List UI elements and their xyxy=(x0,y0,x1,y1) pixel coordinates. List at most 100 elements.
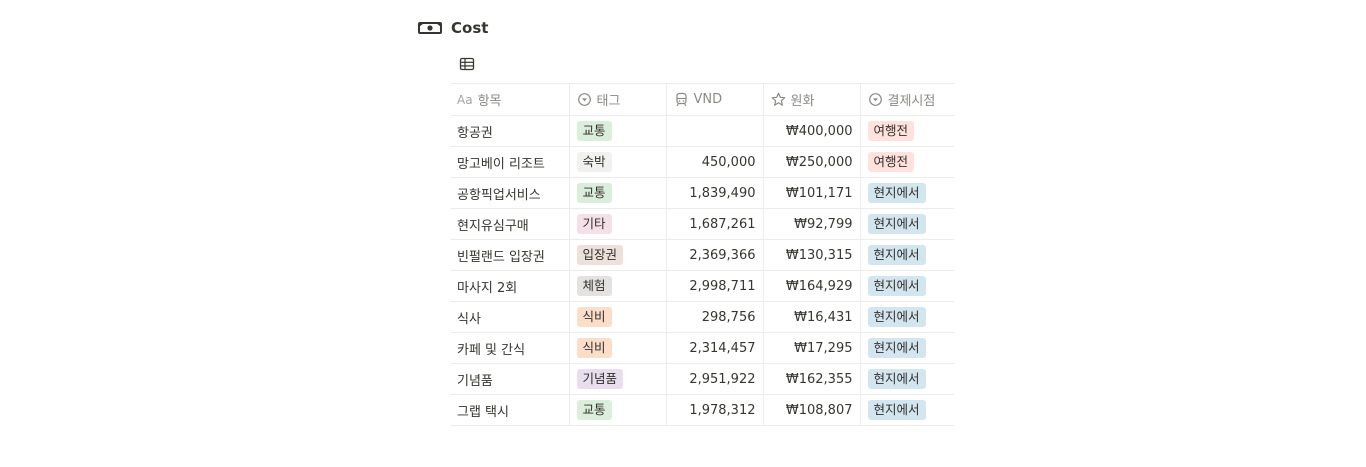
cell-payment[interactable]: 현지에서 xyxy=(859,332,954,364)
cell-payment[interactable]: 현지에서 xyxy=(859,208,954,240)
cell-vnd[interactable]: 1,687,261 xyxy=(665,208,763,240)
cell-krw[interactable]: ₩17,295 xyxy=(762,332,860,364)
cell-payment[interactable]: 현지에서 xyxy=(859,301,954,333)
cell-tag-pill: 교통 xyxy=(576,183,612,203)
column-header-vnd[interactable]: VND xyxy=(665,83,763,116)
table-header-row: Aa 항목 태그 xyxy=(450,83,954,116)
table-row[interactable]: 식사 식비 298,756 ₩16,431 현지에서 xyxy=(450,301,954,333)
cell-vnd[interactable]: 1,978,312 xyxy=(665,394,763,426)
column-header-tag[interactable]: 태그 xyxy=(568,83,666,116)
cell-payment[interactable]: 현지에서 xyxy=(859,363,954,395)
database-title-row[interactable]: Cost xyxy=(418,14,488,42)
database-title[interactable]: Cost xyxy=(451,19,489,37)
cell-krw[interactable]: ₩16,431 xyxy=(762,301,860,333)
cell-tag[interactable]: 식비 xyxy=(568,301,666,333)
cell-krw[interactable]: ₩164,929 xyxy=(762,270,860,302)
cell-tag[interactable]: 입장권 xyxy=(568,239,666,271)
cell-payment[interactable]: 여행전 xyxy=(859,146,954,178)
cell-payment-pill: 현지에서 xyxy=(867,214,926,234)
table-row[interactable]: 공항픽업서비스 교통 1,839,490 ₩101,171 현지에서 xyxy=(450,177,954,209)
select-icon xyxy=(577,92,592,107)
cell-tag-pill: 교통 xyxy=(576,400,612,420)
column-header-name[interactable]: Aa 항목 xyxy=(450,83,569,116)
cell-vnd[interactable] xyxy=(665,115,763,147)
cell-vnd[interactable]: 2,369,366 xyxy=(665,239,763,271)
table-icon[interactable] xyxy=(459,56,475,71)
cell-name[interactable]: 빈펄랜드 입장권 xyxy=(450,239,569,271)
cell-payment-pill: 현지에서 xyxy=(867,338,926,358)
money-icon xyxy=(418,20,442,36)
cell-name[interactable]: 식사 xyxy=(450,301,569,333)
cell-name[interactable]: 기념품 xyxy=(450,363,569,395)
column-label: 원화 xyxy=(790,94,815,109)
cell-tag[interactable]: 체험 xyxy=(568,270,666,302)
cell-name[interactable]: 망고베이 리조트 xyxy=(450,146,569,178)
table-row[interactable]: 기념품 기념품 2,951,922 ₩162,355 현지에서 xyxy=(450,363,954,395)
cell-vnd[interactable]: 1,839,490 xyxy=(665,177,763,209)
cell-payment[interactable]: 현지에서 xyxy=(859,394,954,426)
cell-name[interactable]: 현지유심구매 xyxy=(450,208,569,240)
cell-tag-pill: 기념품 xyxy=(576,369,624,389)
cell-tag-pill: 식비 xyxy=(576,307,612,327)
column-label: VND xyxy=(693,92,723,107)
cell-tag[interactable]: 기념품 xyxy=(568,363,666,395)
cell-tag[interactable]: 식비 xyxy=(568,332,666,364)
cell-payment-pill: 현지에서 xyxy=(867,183,926,203)
table-row[interactable]: 현지유심구매 기타 1,687,261 ₩92,799 현지에서 xyxy=(450,208,954,240)
cell-name[interactable]: 공항픽업서비스 xyxy=(450,177,569,209)
cell-tag-pill: 숙박 xyxy=(576,152,612,172)
cell-name[interactable]: 그랩 택시 xyxy=(450,394,569,426)
cell-payment-pill: 현지에서 xyxy=(867,245,926,265)
cell-vnd[interactable]: 2,314,457 xyxy=(665,332,763,364)
cell-payment[interactable]: 여행전 xyxy=(859,115,954,147)
cell-vnd[interactable]: 2,951,922 xyxy=(665,363,763,395)
cell-payment-pill: 현지에서 xyxy=(867,276,926,296)
cell-tag[interactable]: 숙박 xyxy=(568,146,666,178)
cell-payment-pill: 여행전 xyxy=(867,152,915,172)
cell-name[interactable]: 항공권 xyxy=(450,115,569,147)
cell-payment-pill: 현지에서 xyxy=(867,307,926,327)
cell-name[interactable]: 마사지 2회 xyxy=(450,270,569,302)
table-row[interactable]: 마사지 2회 체험 2,998,711 ₩164,929 현지에서 xyxy=(450,270,954,302)
table-row[interactable]: 항공권 교통 ₩400,000 여행전 xyxy=(450,115,954,147)
cell-tag[interactable]: 교통 xyxy=(568,394,666,426)
table-row[interactable]: 그랩 택시 교통 1,978,312 ₩108,807 현지에서 xyxy=(450,394,954,426)
cell-krw[interactable]: ₩250,000 xyxy=(762,146,860,178)
cell-payment[interactable]: 현지에서 xyxy=(859,270,954,302)
column-header-payment[interactable]: 결제시점 xyxy=(859,83,954,116)
cell-krw[interactable]: ₩92,799 xyxy=(762,208,860,240)
cell-krw[interactable]: ₩400,000 xyxy=(762,115,860,147)
table-row[interactable]: 망고베이 리조트 숙박 450,000 ₩250,000 여행전 xyxy=(450,146,954,178)
cell-payment-pill: 현지에서 xyxy=(867,400,926,420)
star-icon xyxy=(771,92,786,107)
cell-vnd[interactable]: 2,998,711 xyxy=(665,270,763,302)
cell-payment[interactable]: 현지에서 xyxy=(859,239,954,271)
column-label: 태그 xyxy=(596,94,621,109)
cell-krw[interactable]: ₩162,355 xyxy=(762,363,860,395)
cell-tag[interactable]: 교통 xyxy=(568,115,666,147)
table-row[interactable]: 카페 및 간식 식비 2,314,457 ₩17,295 현지에서 xyxy=(450,332,954,364)
cell-krw[interactable]: ₩108,807 xyxy=(762,394,860,426)
database-table: Aa 항목 태그 xyxy=(450,83,954,426)
cell-payment[interactable]: 현지에서 xyxy=(859,177,954,209)
cell-tag[interactable]: 기타 xyxy=(568,208,666,240)
cell-tag[interactable]: 교통 xyxy=(568,177,666,209)
select-icon xyxy=(868,92,883,107)
cell-name[interactable]: 카페 및 간식 xyxy=(450,332,569,364)
table-row[interactable]: 빈펄랜드 입장권 입장권 2,369,366 ₩130,315 현지에서 xyxy=(450,239,954,271)
cell-tag-pill: 입장권 xyxy=(576,245,624,265)
column-label: 결제시점 xyxy=(887,94,936,109)
train-icon xyxy=(674,92,689,107)
column-label: 항목 xyxy=(477,94,502,109)
cell-payment-pill: 현지에서 xyxy=(867,369,926,389)
cell-krw[interactable]: ₩130,315 xyxy=(762,239,860,271)
text-type-icon: Aa xyxy=(457,92,473,107)
cell-tag-pill: 기타 xyxy=(576,214,612,234)
cell-tag-pill: 교통 xyxy=(576,121,612,141)
cell-vnd[interactable]: 450,000 xyxy=(665,146,763,178)
cell-tag-pill: 식비 xyxy=(576,338,612,358)
column-header-krw[interactable]: 원화 xyxy=(762,83,860,116)
cell-krw[interactable]: ₩101,171 xyxy=(762,177,860,209)
cell-vnd[interactable]: 298,756 xyxy=(665,301,763,333)
